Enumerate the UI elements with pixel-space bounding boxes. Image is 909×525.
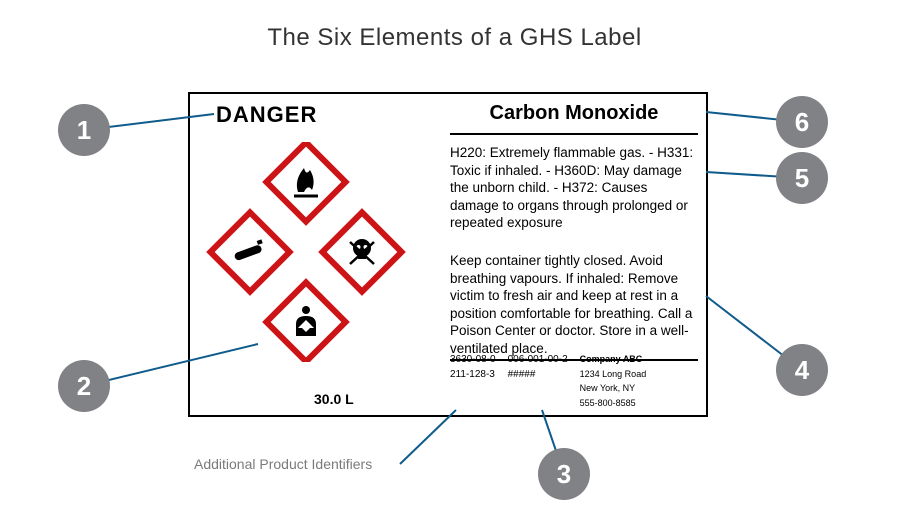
precautionary-statements: Keep container tightly closed. Avoid bre… [450,252,698,357]
supplier-phone: 555-800-8585 [580,398,647,409]
signal-word: DANGER [216,102,317,128]
callout-badge-1: 1 [58,104,110,156]
id-value: ##### [508,369,568,380]
id-value: 006-001-00-2 [508,354,568,365]
product-name: Carbon Monoxide [450,98,698,135]
identifiers: 3630-08-0 211-128-3 006-001-00-2 ##### C… [450,354,698,409]
supplier-city: New York, NY [580,383,647,394]
id-value: 3630-08-0 [450,354,496,365]
callout-badge-4: 4 [776,344,828,396]
supplier-info: Company ABC 1234 Long Road New York, NY … [580,354,647,409]
supplier-address: 1234 Long Road [580,369,647,380]
pictograms-group [196,142,416,362]
ghs-label: DANGER [188,92,708,417]
id-col-2: 006-001-00-2 ##### [508,354,568,409]
id-value: 211-128-3 [450,369,496,380]
callout-badge-5: 5 [776,152,828,204]
id-col-1: 3630-08-0 211-128-3 [450,354,496,409]
callout-badge-2: 2 [58,360,110,412]
supplier-name: Company ABC [580,354,647,365]
volume: 30.0 L [314,391,354,407]
callout-badge-6: 6 [776,96,828,148]
additional-identifiers-label: Additional Product Identifiers [194,456,372,472]
page-title: The Six Elements of a GHS Label [0,24,909,52]
hazard-statements: H220: Extremely flammable gas. - H331: T… [450,144,698,232]
callout-badge-3: 3 [538,448,590,500]
